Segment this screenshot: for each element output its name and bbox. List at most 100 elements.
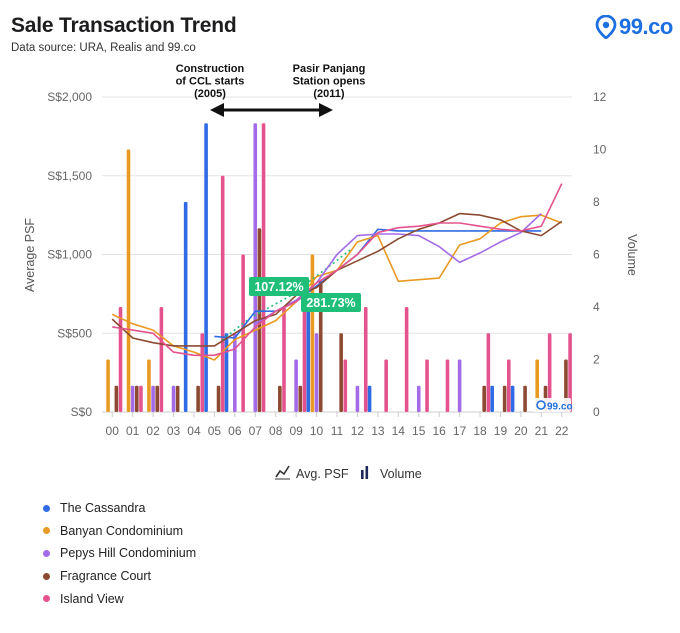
volume-bar: [130, 385, 135, 412]
volume-bar: [568, 333, 572, 412]
growth-badge: [249, 277, 309, 296]
volume-bar: [298, 385, 303, 412]
legend-dot-icon: [43, 504, 50, 512]
x-tick-label: 22: [555, 424, 569, 438]
volume-bar: [506, 359, 511, 412]
volume-bar: [425, 359, 429, 412]
legend-dot-icon: [43, 595, 50, 603]
volume-bar: [367, 385, 372, 412]
growth-badge-label: 281.73%: [306, 296, 355, 310]
psf-line: [111, 214, 563, 361]
bar-chart-icon: [361, 470, 364, 479]
volume-bar: [139, 385, 143, 412]
x-tick-label: 05: [208, 424, 222, 438]
page-subtitle: Data source: URA, Realis and 99.co: [11, 42, 196, 54]
legend-label: Pepys Hill Condominium: [60, 546, 197, 561]
x-tick-label: 20: [514, 424, 528, 438]
volume-bar: [147, 359, 151, 412]
volume-bar: [175, 385, 180, 412]
volume-bar: [343, 359, 348, 412]
y2-tick-label: 12: [593, 90, 607, 104]
legend-label: The Cassandra: [60, 501, 146, 516]
y-axis-title: Average PSF: [23, 218, 37, 292]
volume-bar: [200, 333, 205, 412]
volume-bar: [482, 385, 486, 412]
y2-tick-label: 10: [593, 143, 607, 157]
y2-tick-label: 2: [593, 353, 600, 367]
volume-bar: [135, 385, 139, 412]
x-tick-label: 19: [494, 424, 508, 438]
volume-bar: [355, 385, 360, 412]
volume-bar: [155, 385, 160, 412]
legend-top-label: Avg. PSF: [296, 467, 349, 481]
x-tick-label: 02: [146, 424, 160, 438]
x-tick-label: 03: [167, 424, 181, 438]
volume-bar: [445, 359, 450, 412]
y2-tick-label: 0: [593, 405, 600, 419]
volume-bar: [510, 385, 515, 412]
volume-bar: [171, 385, 176, 412]
y2-tick-label: 8: [593, 195, 600, 209]
x-tick-label: 04: [187, 424, 201, 438]
volume-bar: [314, 333, 319, 412]
volume-bar: [224, 333, 229, 412]
growth-badge-label: 107.12%: [254, 280, 303, 294]
x-tick-label: 10: [310, 424, 324, 438]
volume-bar: [523, 385, 527, 412]
series-legend: The Cassandra Banyan Condominium Pepys H…: [43, 497, 196, 610]
x-tick-label: 16: [432, 424, 446, 438]
x-tick-label: 01: [126, 424, 140, 438]
legend-label: Island View: [60, 591, 124, 606]
bar-chart-icon: [365, 466, 369, 479]
volume-bar: [294, 359, 298, 412]
volume-bar: [282, 307, 286, 412]
x-tick-label: 07: [249, 424, 263, 438]
y-tick-label: S$0: [71, 405, 93, 419]
y2-tick-label: 4: [593, 300, 600, 314]
volume-bar: [204, 123, 208, 412]
x-tick-label: 15: [412, 424, 426, 438]
annotation-label: (2011): [313, 88, 345, 100]
volume-bar: [384, 359, 388, 412]
volume-bar: [490, 385, 494, 412]
watermark-text: 99.co: [547, 402, 573, 413]
x-tick-label: 08: [269, 424, 283, 438]
psf-line: [111, 212, 563, 347]
legend-item-cassandra[interactable]: The Cassandra: [43, 497, 196, 520]
legend-item-pepys[interactable]: Pepys Hill Condominium: [43, 542, 196, 565]
legend-dot-icon: [43, 549, 50, 557]
volume-bar: [216, 385, 221, 412]
annotation-arrow-left-icon: [210, 103, 224, 117]
y2-axis-title: Volume: [625, 234, 639, 276]
volume-bar: [339, 333, 343, 412]
x-tick-label: 17: [453, 424, 467, 438]
volume-bar: [278, 385, 282, 412]
volume-bar: [126, 149, 131, 412]
volume-bar: [486, 333, 491, 412]
location-pin-icon: [595, 15, 617, 39]
legend-item-banyan[interactable]: Banyan Condominium: [43, 520, 196, 543]
annotation-label: (2005): [194, 88, 226, 100]
legend-label: Fragrance Court: [60, 569, 152, 584]
legend-item-fragrance[interactable]: Fragrance Court: [43, 565, 196, 588]
volume-bar: [106, 359, 110, 412]
x-tick-label: 11: [331, 424, 344, 438]
x-tick-label: 09: [289, 424, 303, 438]
volume-bar: [457, 359, 462, 412]
x-tick-label: 18: [473, 424, 487, 438]
volume-bar: [233, 333, 237, 412]
legend-item-island[interactable]: Island View: [43, 587, 196, 610]
brand-logo: 99.co: [595, 14, 673, 40]
x-tick-label: 00: [106, 424, 120, 438]
annotation-label: Station opens: [293, 76, 366, 88]
legend-dot-icon: [43, 572, 50, 580]
volume-bar: [547, 333, 552, 412]
growth-badge: [301, 293, 361, 312]
x-tick-label: 12: [351, 424, 365, 438]
x-tick-label: 21: [535, 424, 549, 438]
x-tick-label: 14: [392, 424, 406, 438]
legend-dot-icon: [43, 527, 50, 535]
legend-top-label: Volume: [380, 467, 422, 481]
legend-label: Banyan Condominium: [60, 523, 183, 538]
